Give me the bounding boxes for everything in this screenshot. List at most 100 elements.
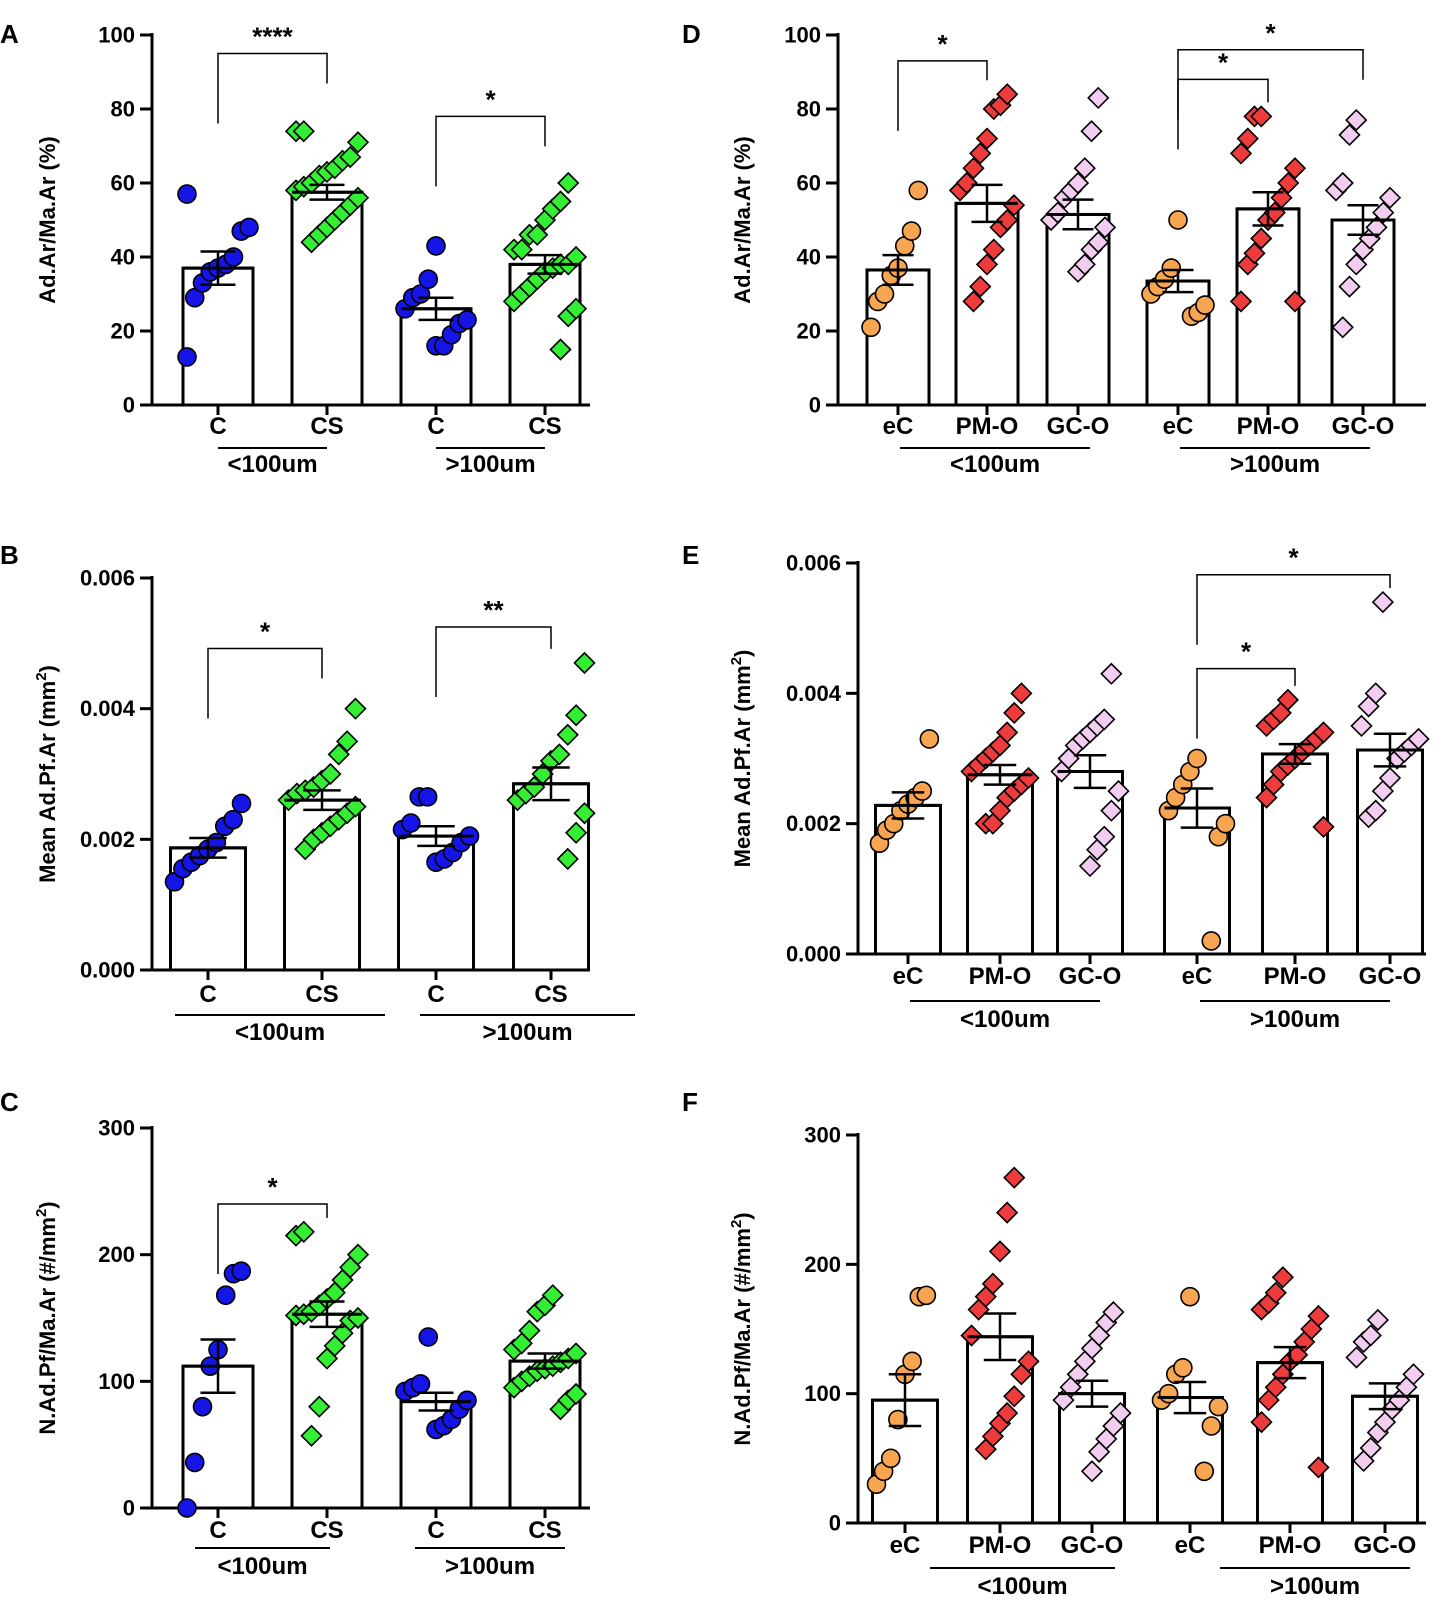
data-point xyxy=(1180,1286,1200,1307)
data-point xyxy=(1236,127,1259,150)
data-point xyxy=(955,171,978,195)
x-category-label: CS xyxy=(305,981,338,1008)
y-tick-label: 100 xyxy=(804,1381,841,1406)
significance-bracket xyxy=(217,52,328,124)
significance-label: * xyxy=(1241,637,1252,667)
x-category-label: eC xyxy=(1163,413,1194,440)
x-category-label: GC-O xyxy=(1359,963,1422,990)
data-point xyxy=(564,704,588,727)
group-label: >100um xyxy=(482,1019,572,1046)
x-category-label: CS xyxy=(528,1517,561,1544)
data-point xyxy=(549,338,572,361)
data-point xyxy=(1243,242,1266,265)
x-category-label: C xyxy=(427,1517,444,1544)
data-point xyxy=(1080,1460,1104,1483)
data-point xyxy=(1229,142,1253,165)
data-point xyxy=(573,802,596,825)
data-point xyxy=(880,1448,901,1469)
y-axis-label: Ad.Ar/Ma.Ar (%) xyxy=(730,136,755,303)
x-category-label: GC-O xyxy=(1061,1532,1124,1559)
data-point xyxy=(1073,157,1096,180)
y-axis-label-main: Ad.Ar/Ma.Ar (%) xyxy=(730,136,755,303)
data-point xyxy=(292,1220,315,1243)
data-point xyxy=(1277,171,1300,195)
data-point xyxy=(995,721,1019,744)
y-tick-label: 0 xyxy=(809,393,821,418)
data-point xyxy=(861,317,881,338)
y-tick-label: 60 xyxy=(111,171,135,196)
y-tick-label: 100 xyxy=(98,23,135,48)
data-point xyxy=(1372,201,1395,224)
data-point xyxy=(292,120,315,143)
data-point xyxy=(346,131,370,154)
significance-label: * xyxy=(485,84,496,114)
y-tick-label: 0 xyxy=(829,1511,841,1536)
data-point xyxy=(1201,931,1222,951)
y-axis-label-superscript: 2 xyxy=(33,672,50,680)
group-label: >100um xyxy=(1230,451,1320,478)
significance-bracket xyxy=(435,626,552,697)
x-category-label: GC-O xyxy=(1332,413,1395,440)
data-point xyxy=(1312,815,1335,839)
data-point xyxy=(1003,1166,1026,1189)
data-point xyxy=(573,651,596,675)
data-point xyxy=(874,284,895,304)
significance-label: * xyxy=(267,1172,278,1202)
data-point xyxy=(215,1285,236,1305)
data-point xyxy=(1078,854,1102,878)
data-point xyxy=(962,157,985,180)
data-point xyxy=(1087,231,1110,254)
data-point xyxy=(975,127,999,150)
significance-bracket xyxy=(217,1203,328,1274)
data-point xyxy=(1066,171,1090,195)
bar xyxy=(181,266,255,407)
data-point xyxy=(1366,1308,1390,1332)
data-point xyxy=(1201,1416,1222,1436)
y-axis-label: Mean Ad.Pf.Ar (mm2) xyxy=(33,665,60,883)
x-category-label: GC-O xyxy=(1354,1532,1417,1559)
data-point xyxy=(1046,201,1069,224)
y-axis-label-superscript: 2 xyxy=(728,1220,745,1228)
y-tick-label: 200 xyxy=(98,1242,135,1267)
x-category-label: GC-O xyxy=(1059,963,1122,990)
data-point xyxy=(1359,1324,1382,1347)
panel-d: D Ad.Ar/Ma.Ar (%) 0 20 40 60 80 100 eC PM-O GC-O eC… xyxy=(682,18,1426,478)
data-point xyxy=(912,781,933,801)
group-label: <100um xyxy=(977,1573,1067,1600)
data-point xyxy=(888,1409,908,1430)
data-point xyxy=(231,793,252,814)
data-point xyxy=(177,1498,197,1518)
y-tick-label: 0.004 xyxy=(786,681,842,706)
y-axis-label-main: Ad.Ar/Ma.Ar (%) xyxy=(35,136,60,303)
data-point xyxy=(526,223,549,246)
data-point xyxy=(1109,1401,1132,1425)
x-category-label: CS xyxy=(528,413,561,440)
data-point xyxy=(1371,590,1395,614)
x-category-label: PM-O xyxy=(1237,413,1300,440)
data-point xyxy=(510,238,533,261)
x-category-label: C xyxy=(427,981,444,1008)
data-point xyxy=(1359,1436,1382,1460)
data-point xyxy=(184,1452,205,1473)
data-point xyxy=(308,1395,331,1418)
y-axis-label-superscript: 2 xyxy=(33,1209,50,1217)
y-tick-label: 20 xyxy=(797,319,821,344)
data-point xyxy=(902,1351,922,1372)
data-point xyxy=(1215,813,1236,834)
significance-bracket xyxy=(1177,49,1364,120)
data-point xyxy=(1271,1266,1295,1289)
data-point xyxy=(1276,688,1300,711)
data-point xyxy=(300,1424,323,1447)
data-point xyxy=(1338,123,1361,147)
x-category-label: eC xyxy=(883,413,914,440)
data-point xyxy=(417,787,438,807)
significance-label: * xyxy=(937,29,948,59)
data-point xyxy=(192,1396,213,1417)
y-axis-label-superscript: 2 xyxy=(728,657,745,665)
data-point xyxy=(1195,295,1215,315)
data-point xyxy=(981,1272,1005,1295)
data-point xyxy=(418,1327,439,1347)
data-point xyxy=(1338,275,1361,298)
data-point xyxy=(548,743,571,766)
y-tick-label: 20 xyxy=(111,319,135,344)
